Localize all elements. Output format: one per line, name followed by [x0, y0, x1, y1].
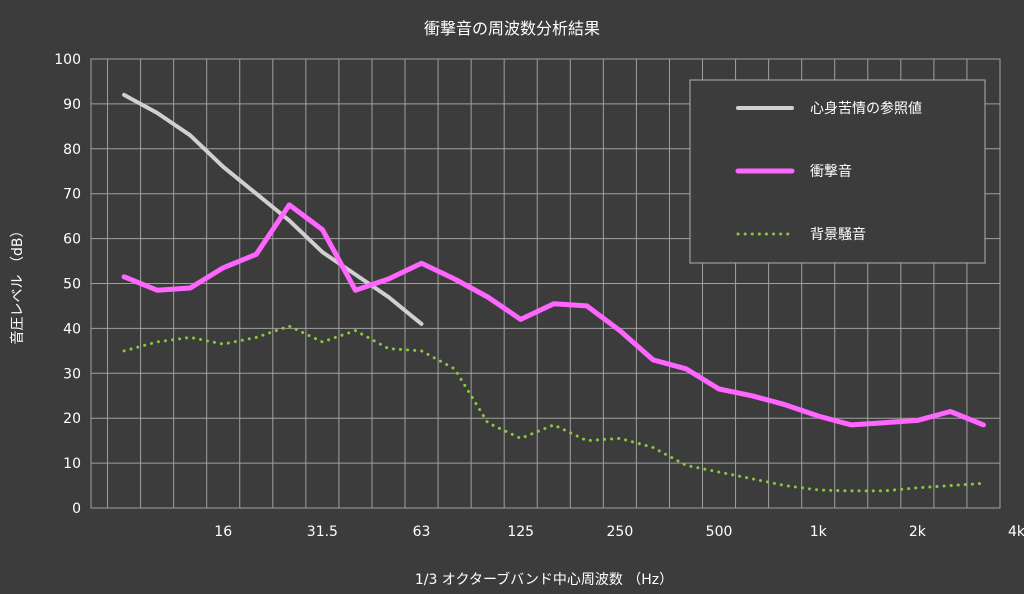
- y-tick-label: 40: [63, 321, 81, 337]
- y-tick-label: 100: [54, 52, 81, 68]
- y-tick-label: 90: [63, 97, 81, 113]
- x-tick-label: 4k: [1008, 524, 1024, 540]
- x-tick-label: 250: [607, 524, 634, 540]
- y-tick-label: 60: [63, 232, 81, 248]
- series-lines: [121, 92, 986, 493]
- series-line-2: [121, 202, 986, 428]
- y-tick-labels: 0 10 20 30 40 50 60 70 80 90 100: [54, 52, 81, 517]
- chart-title: 衝撃音の周波数分析結果: [424, 19, 600, 38]
- legend-label-2: 衝撃音: [810, 163, 852, 180]
- y-axis-label: 音圧レベル （dB）: [9, 224, 26, 345]
- x-tick-labels: 16 31.5 63 125 250 500 1k 2k 4k: [214, 524, 1024, 540]
- y-tick-label: 20: [63, 411, 81, 427]
- x-axis-label: 1/3 オクターブバンド中心周波数 （Hz）: [415, 571, 673, 588]
- x-tick-label: 31.5: [307, 524, 338, 540]
- x-tick-label: 2k: [909, 524, 927, 540]
- x-tick-label: 500: [706, 524, 733, 540]
- y-tick-label: 30: [63, 366, 81, 382]
- legend-label-1: 心身苦情の参照値: [810, 100, 922, 117]
- x-tick-label: 125: [507, 524, 534, 540]
- x-tick-label: 1k: [810, 524, 828, 540]
- legend-label-3: 背景騒音: [810, 226, 866, 243]
- y-tick-label: 70: [63, 187, 81, 203]
- y-tick-label: 0: [72, 501, 81, 517]
- y-tick-label: 50: [63, 277, 81, 293]
- y-tick-label: 80: [63, 142, 81, 158]
- x-tick-label: 16: [214, 524, 232, 540]
- series-line-3: [122, 324, 985, 493]
- y-tick-label: 10: [63, 456, 81, 472]
- x-tick-label: 63: [413, 524, 431, 540]
